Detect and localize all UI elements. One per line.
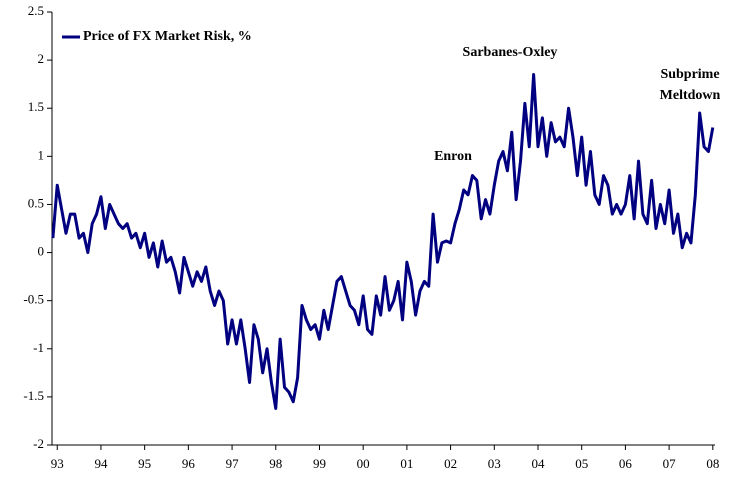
series-line xyxy=(51,73,715,410)
y-tick-label: 0.5 xyxy=(28,195,44,210)
x-tick-label: 98 xyxy=(269,456,282,471)
legend-label: Price of FX Market Risk, % xyxy=(83,29,252,44)
x-tick-label: 99 xyxy=(313,456,326,471)
y-tick-label: 1 xyxy=(38,147,45,162)
x-tick-label: 07 xyxy=(663,456,677,471)
y-tick-label: 2.5 xyxy=(28,3,44,18)
annotation: Enron xyxy=(434,149,472,164)
x-tick-label: 06 xyxy=(619,456,633,471)
x-tick-label: 94 xyxy=(94,456,108,471)
y-tick-label: -0.5 xyxy=(23,292,44,307)
x-tick-label: 03 xyxy=(488,456,501,471)
x-tick-label: 96 xyxy=(182,456,196,471)
x-tick-label: 05 xyxy=(575,456,588,471)
x-tick-label: 04 xyxy=(531,456,545,471)
x-tick-label: 93 xyxy=(51,456,64,471)
x-tick-label: 00 xyxy=(357,456,370,471)
x-tick-label: 02 xyxy=(444,456,457,471)
y-tick-label: 2 xyxy=(38,51,45,66)
x-tick-label: 95 xyxy=(138,456,151,471)
x-tick-label: 01 xyxy=(400,456,413,471)
y-tick-label: 1.5 xyxy=(28,99,44,114)
y-tick-label: -2 xyxy=(33,436,44,451)
x-tick-label: 97 xyxy=(226,456,240,471)
x-tick-label: 08 xyxy=(706,456,719,471)
annotation: Sarbanes-Oxley xyxy=(463,45,558,60)
y-tick-label: 0 xyxy=(38,244,45,259)
y-tick-label: -1 xyxy=(33,340,44,355)
annotation: Subprime Meltdown xyxy=(659,67,721,103)
y-tick-label: -1.5 xyxy=(23,388,44,403)
